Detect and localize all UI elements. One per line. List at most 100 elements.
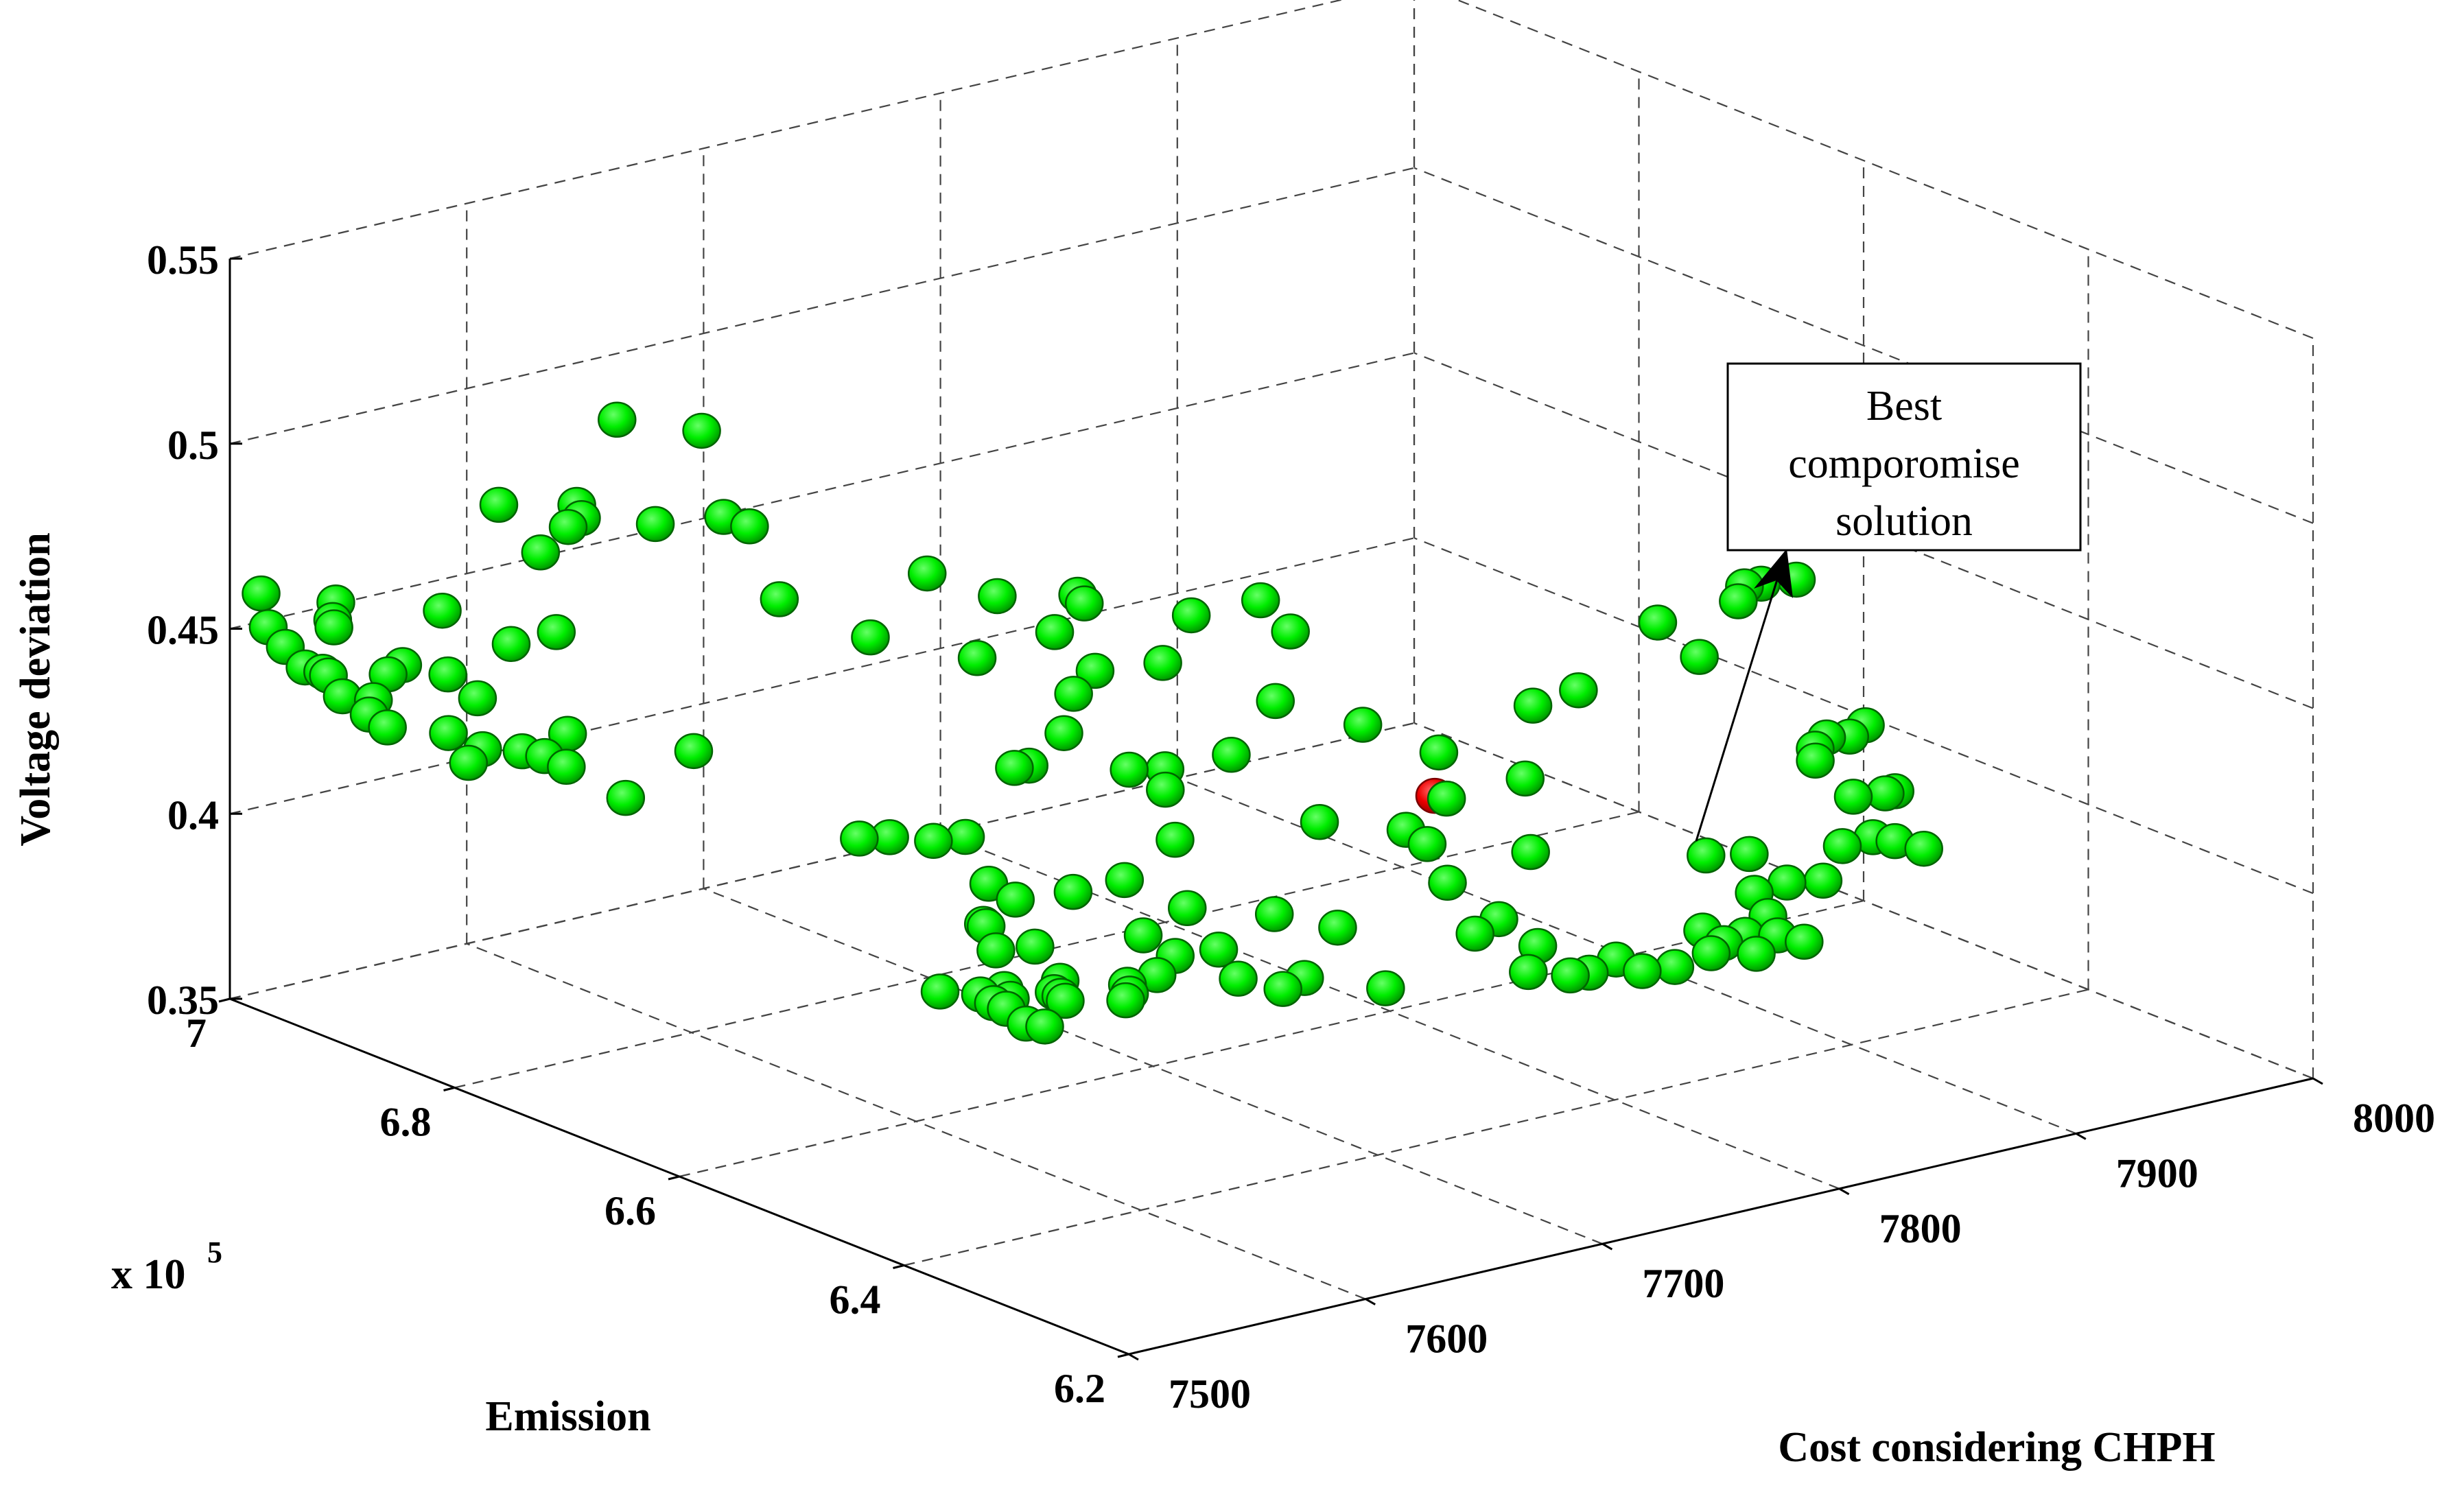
solution-point bbox=[760, 581, 799, 617]
solution-point bbox=[1256, 683, 1295, 720]
solution-point bbox=[976, 932, 1016, 969]
solution-point bbox=[1822, 828, 1862, 864]
solution-point bbox=[1803, 862, 1843, 899]
x-tick-mark bbox=[2076, 1133, 2087, 1140]
solution-point bbox=[840, 820, 879, 857]
solution-point bbox=[606, 779, 646, 816]
solution-point bbox=[428, 656, 467, 693]
annotation-line-1: Best bbox=[1866, 383, 1942, 429]
solution-point bbox=[996, 882, 1035, 918]
z-tick-label: 0.55 bbox=[147, 237, 219, 283]
solution-point bbox=[1171, 597, 1211, 634]
solution-point bbox=[458, 680, 497, 717]
y-tick-mark bbox=[443, 1087, 455, 1091]
solution-point bbox=[730, 508, 769, 545]
solution-point bbox=[1219, 960, 1258, 997]
solution-point bbox=[920, 973, 960, 1010]
back-wall-grid-z bbox=[229, 0, 1344, 260]
side-wall-grid-z bbox=[1413, 722, 2314, 1080]
solution-point bbox=[1110, 751, 1149, 788]
x-tick-label: 7700 bbox=[1642, 1261, 1724, 1306]
solution-point bbox=[1623, 953, 1662, 989]
solution-point bbox=[1551, 957, 1590, 994]
solution-point bbox=[1254, 896, 1294, 932]
solution-point bbox=[242, 575, 281, 612]
solution-point bbox=[674, 733, 714, 770]
solution-point bbox=[1016, 928, 1055, 965]
solution-point bbox=[1455, 915, 1494, 952]
solution-point bbox=[1271, 613, 1310, 650]
solution-point bbox=[1513, 687, 1553, 724]
solution-point bbox=[479, 486, 519, 523]
solution-point bbox=[1638, 604, 1678, 641]
solution-point bbox=[995, 750, 1034, 786]
solution-point bbox=[851, 619, 890, 656]
y-tick-label: 7 bbox=[186, 1010, 207, 1056]
solution-point bbox=[423, 592, 462, 629]
solution-point bbox=[1366, 970, 1405, 1006]
solution-point bbox=[547, 748, 586, 785]
solution-point bbox=[1035, 614, 1075, 650]
solution-point bbox=[1105, 862, 1145, 899]
solution-point bbox=[429, 715, 468, 751]
solution-point bbox=[1155, 821, 1195, 858]
y-exponent-base: x 10 bbox=[111, 1251, 186, 1298]
solution-point bbox=[1428, 864, 1467, 901]
back-wall-grid-z bbox=[229, 167, 1415, 445]
y-tick-mark bbox=[893, 1264, 904, 1269]
z-tick-label: 0.4 bbox=[167, 792, 219, 838]
solution-point bbox=[1044, 715, 1083, 751]
solution-point bbox=[1719, 583, 1758, 619]
x-tick-label: 7900 bbox=[2116, 1150, 2198, 1196]
x-tick-mark bbox=[1128, 1353, 1139, 1361]
x-tick-label: 7800 bbox=[1879, 1206, 1962, 1251]
solution-point bbox=[682, 412, 721, 449]
annotation: Best comporomise solution bbox=[1695, 362, 2082, 842]
side-wall-grid-z bbox=[1413, 167, 2314, 524]
solution-point bbox=[1053, 873, 1093, 910]
solution-point bbox=[914, 823, 953, 860]
solution-point bbox=[1505, 760, 1545, 797]
solution-point bbox=[1106, 982, 1145, 1019]
solution-point bbox=[1241, 582, 1280, 619]
y-axis-exponent: x 10 5 bbox=[111, 1235, 222, 1298]
y-tick-mark bbox=[1117, 1353, 1129, 1358]
z-axis-label: Voltage deviation bbox=[12, 532, 59, 847]
annotation-line-3: solution bbox=[1835, 498, 1973, 545]
solution-point bbox=[1904, 830, 1943, 867]
solution-point bbox=[521, 534, 561, 571]
solution-point bbox=[907, 555, 947, 592]
solution-point bbox=[368, 709, 407, 746]
solution-point bbox=[598, 401, 637, 438]
solution-point bbox=[1427, 780, 1466, 817]
solution-point bbox=[1199, 931, 1239, 968]
solution-point bbox=[1785, 923, 1824, 960]
solution-point bbox=[1300, 804, 1339, 840]
solution-point bbox=[449, 744, 489, 781]
annotation-box bbox=[1726, 362, 2082, 552]
y-tick-label: 6.4 bbox=[830, 1277, 881, 1323]
solution-point bbox=[1146, 771, 1185, 808]
solution-point bbox=[1730, 836, 1769, 873]
solution-point bbox=[1054, 676, 1093, 712]
tick-labels: 7500 7600 7700 7800 7900 8000 6.2 6.4 6.6 6.8 70.3… bbox=[147, 237, 2435, 1417]
y-axis-label: Emission bbox=[485, 1393, 650, 1440]
solution-point bbox=[1318, 909, 1357, 946]
solution-point bbox=[1407, 826, 1447, 862]
data-points bbox=[242, 401, 1943, 1045]
solution-point bbox=[957, 640, 997, 676]
annotation-line-2: comporomise bbox=[1788, 440, 2020, 487]
x-tick-mark bbox=[1365, 1298, 1376, 1305]
y-tick-label: 6.2 bbox=[1054, 1366, 1105, 1411]
solution-point bbox=[1263, 971, 1302, 1007]
solution-point bbox=[1833, 779, 1873, 815]
x-tick-mark bbox=[1601, 1242, 1613, 1251]
x-axis-line bbox=[1128, 1077, 2314, 1356]
solution-point bbox=[1075, 652, 1115, 689]
solution-point bbox=[548, 508, 588, 545]
solution-point bbox=[1212, 737, 1251, 773]
solution-point bbox=[1143, 645, 1182, 681]
y-tick-mark bbox=[668, 1175, 680, 1181]
solution-point bbox=[1680, 639, 1719, 675]
